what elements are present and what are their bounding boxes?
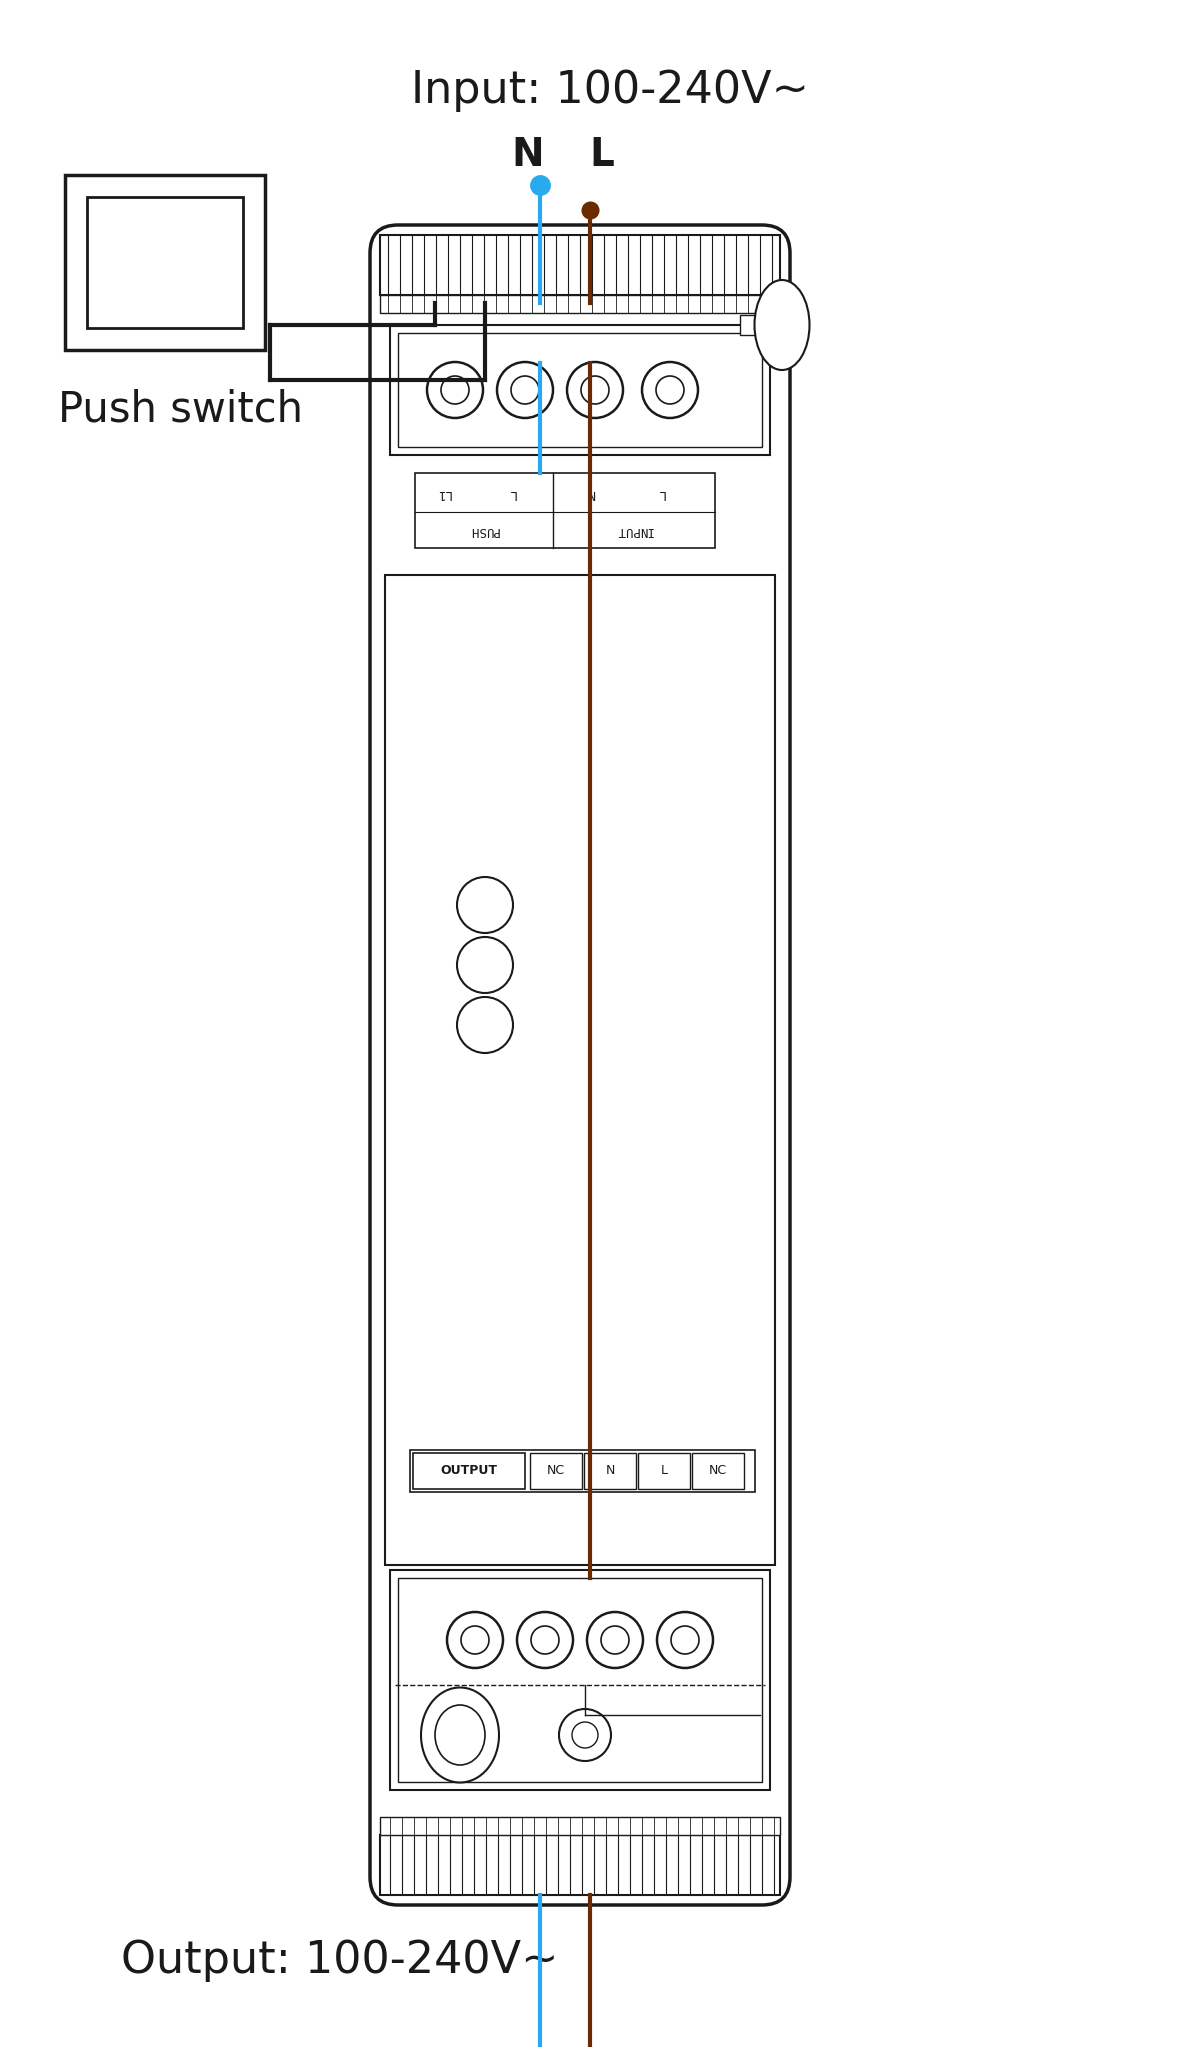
Bar [530,1453,582,1488]
Text: Output: 100-240V~: Output: 100-240V~ [121,1939,559,1981]
Ellipse shape [755,280,810,371]
Text: L1: L1 [436,487,450,499]
Ellipse shape [436,1705,485,1765]
Bar [740,315,775,336]
Circle shape [457,938,514,993]
Text: INPUT: INPUT [616,524,653,536]
Bar [692,1453,744,1488]
Text: OUTPUT: OUTPUT [440,1464,498,1478]
Circle shape [457,997,514,1052]
Circle shape [446,1611,503,1668]
Text: N: N [511,135,545,174]
Ellipse shape [421,1687,499,1783]
Bar [380,1834,780,1896]
Circle shape [671,1625,698,1654]
Bar [380,1818,780,1834]
Circle shape [572,1722,598,1748]
Circle shape [581,377,610,403]
Bar [584,1453,636,1488]
Bar [638,1453,690,1488]
Circle shape [568,362,623,418]
Text: Input: 100-240V~: Input: 100-240V~ [410,68,809,111]
Text: L: L [660,1464,667,1478]
Bar [65,174,265,350]
Circle shape [530,1625,559,1654]
Text: N: N [605,1464,614,1478]
Bar [398,334,762,446]
Bar [413,1453,526,1488]
Bar [88,197,242,328]
Text: PUSH: PUSH [469,524,499,536]
Text: NC: NC [547,1464,565,1478]
Bar [410,1449,755,1492]
Text: NC: NC [709,1464,727,1478]
Bar [398,1578,762,1783]
Circle shape [517,1611,574,1668]
Circle shape [559,1709,611,1760]
Circle shape [427,362,482,418]
Circle shape [461,1625,490,1654]
Circle shape [497,362,553,418]
Text: N: N [587,487,595,499]
Text: L: L [658,487,665,499]
Bar [415,473,715,549]
Circle shape [601,1625,629,1654]
Text: Push switch: Push switch [58,389,302,432]
Circle shape [457,876,514,933]
FancyBboxPatch shape [370,225,790,1906]
Bar [390,325,770,454]
Bar [380,295,780,313]
Circle shape [442,377,469,403]
Bar [390,1570,770,1789]
Text: L: L [509,487,516,499]
Bar [385,575,775,1566]
Circle shape [587,1611,643,1668]
Circle shape [656,377,684,403]
Bar [380,235,780,295]
Circle shape [642,362,698,418]
Text: L: L [589,135,614,174]
Circle shape [511,377,539,403]
Circle shape [658,1611,713,1668]
